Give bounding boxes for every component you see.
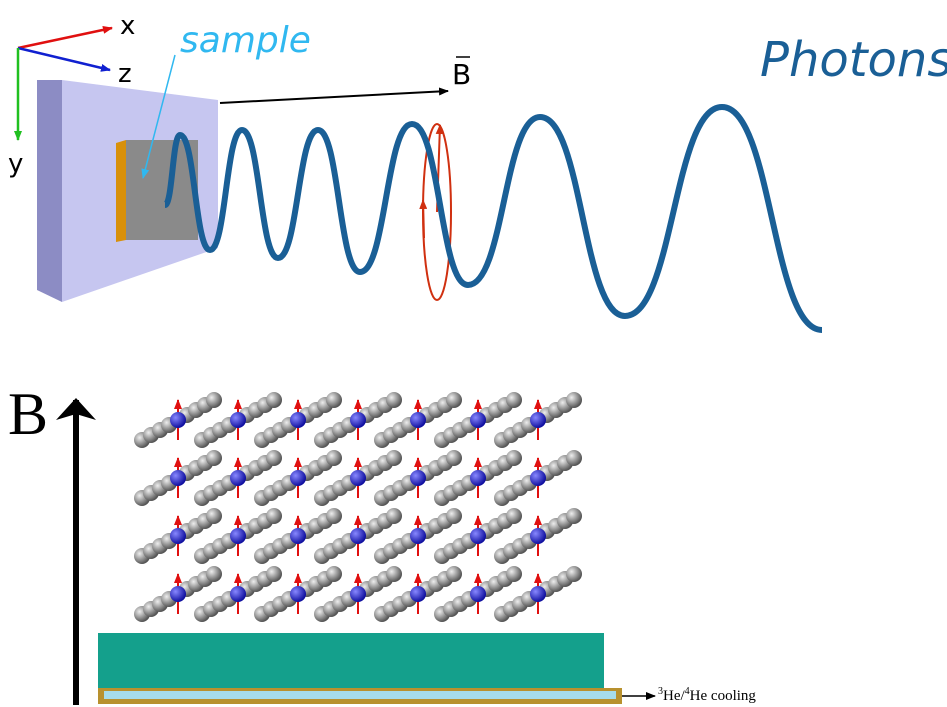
- metal-atom: [530, 470, 546, 486]
- sample-label: sample: [180, 20, 311, 61]
- metal-atom: [350, 586, 366, 602]
- y-label: y: [8, 149, 23, 179]
- metal-atom: [530, 586, 546, 602]
- atom: [446, 450, 462, 466]
- plate-side: [37, 80, 62, 302]
- metal-atom: [470, 412, 486, 428]
- sup: 3: [658, 686, 663, 697]
- atom: [566, 508, 582, 524]
- metal-atom: [290, 528, 306, 544]
- metal-atom: [410, 412, 426, 428]
- metal-atom: [350, 528, 366, 544]
- metal-atom: [470, 528, 486, 544]
- atom: [446, 566, 462, 582]
- atom: [506, 450, 522, 466]
- molecules: [134, 392, 582, 622]
- atom: [506, 508, 522, 524]
- atom: [266, 392, 282, 408]
- atom: [206, 566, 222, 582]
- atom: [566, 450, 582, 466]
- metal-atom: [230, 412, 246, 428]
- metal-atom: [170, 470, 186, 486]
- cooling-label: 3He/4He cooling: [658, 686, 756, 704]
- axes: [14, 25, 113, 141]
- metal-atom: [290, 412, 306, 428]
- metal-atom: [470, 470, 486, 486]
- x-axis-arrow: [17, 25, 113, 50]
- atom: [326, 566, 342, 582]
- atom: [266, 566, 282, 582]
- atom: [566, 566, 582, 582]
- metal-atom: [350, 470, 366, 486]
- sample-pointer: [141, 54, 176, 179]
- metal-atom: [170, 586, 186, 602]
- atom: [506, 392, 522, 408]
- text: He/: [663, 688, 685, 704]
- metal-atom: [290, 470, 306, 486]
- metal-atom: [230, 528, 246, 544]
- atom: [326, 450, 342, 466]
- rotation-arrow: [419, 199, 428, 239]
- photon-wave: [162, 103, 823, 333]
- text: He cooling: [690, 688, 757, 704]
- metal-atom: [470, 586, 486, 602]
- atom: [386, 508, 402, 524]
- atom: [446, 392, 462, 408]
- atom: [266, 450, 282, 466]
- atom: [506, 566, 522, 582]
- atom: [386, 566, 402, 582]
- metal-atom: [530, 412, 546, 428]
- metal-atom: [410, 586, 426, 602]
- field-label: B: [452, 58, 471, 91]
- metal-atom: [290, 586, 306, 602]
- sample: [126, 140, 198, 240]
- sup: 4: [685, 686, 690, 697]
- atom: [206, 508, 222, 524]
- atom: [386, 392, 402, 408]
- cooling-layer: [104, 691, 616, 699]
- substrate: [98, 633, 604, 689]
- sample-side: [116, 140, 126, 242]
- atom: [206, 450, 222, 466]
- z-label: z: [118, 59, 132, 89]
- z-axis-arrow: [17, 46, 111, 72]
- metal-atom: [410, 528, 426, 544]
- atom: [386, 450, 402, 466]
- atom: [446, 508, 462, 524]
- metal-atom: [530, 528, 546, 544]
- atom: [326, 392, 342, 408]
- atom: [566, 392, 582, 408]
- metal-atom: [230, 586, 246, 602]
- field-label-bottom: B: [8, 381, 48, 447]
- atom: [206, 392, 222, 408]
- x-label: x: [120, 11, 135, 41]
- atom: [326, 508, 342, 524]
- metal-atom: [410, 470, 426, 486]
- metal-atom: [230, 470, 246, 486]
- metal-atom: [170, 528, 186, 544]
- atom: [266, 508, 282, 524]
- photons-label: Photons: [760, 32, 947, 88]
- metal-atom: [350, 412, 366, 428]
- field-arrow: [219, 87, 449, 104]
- metal-atom: [170, 412, 186, 428]
